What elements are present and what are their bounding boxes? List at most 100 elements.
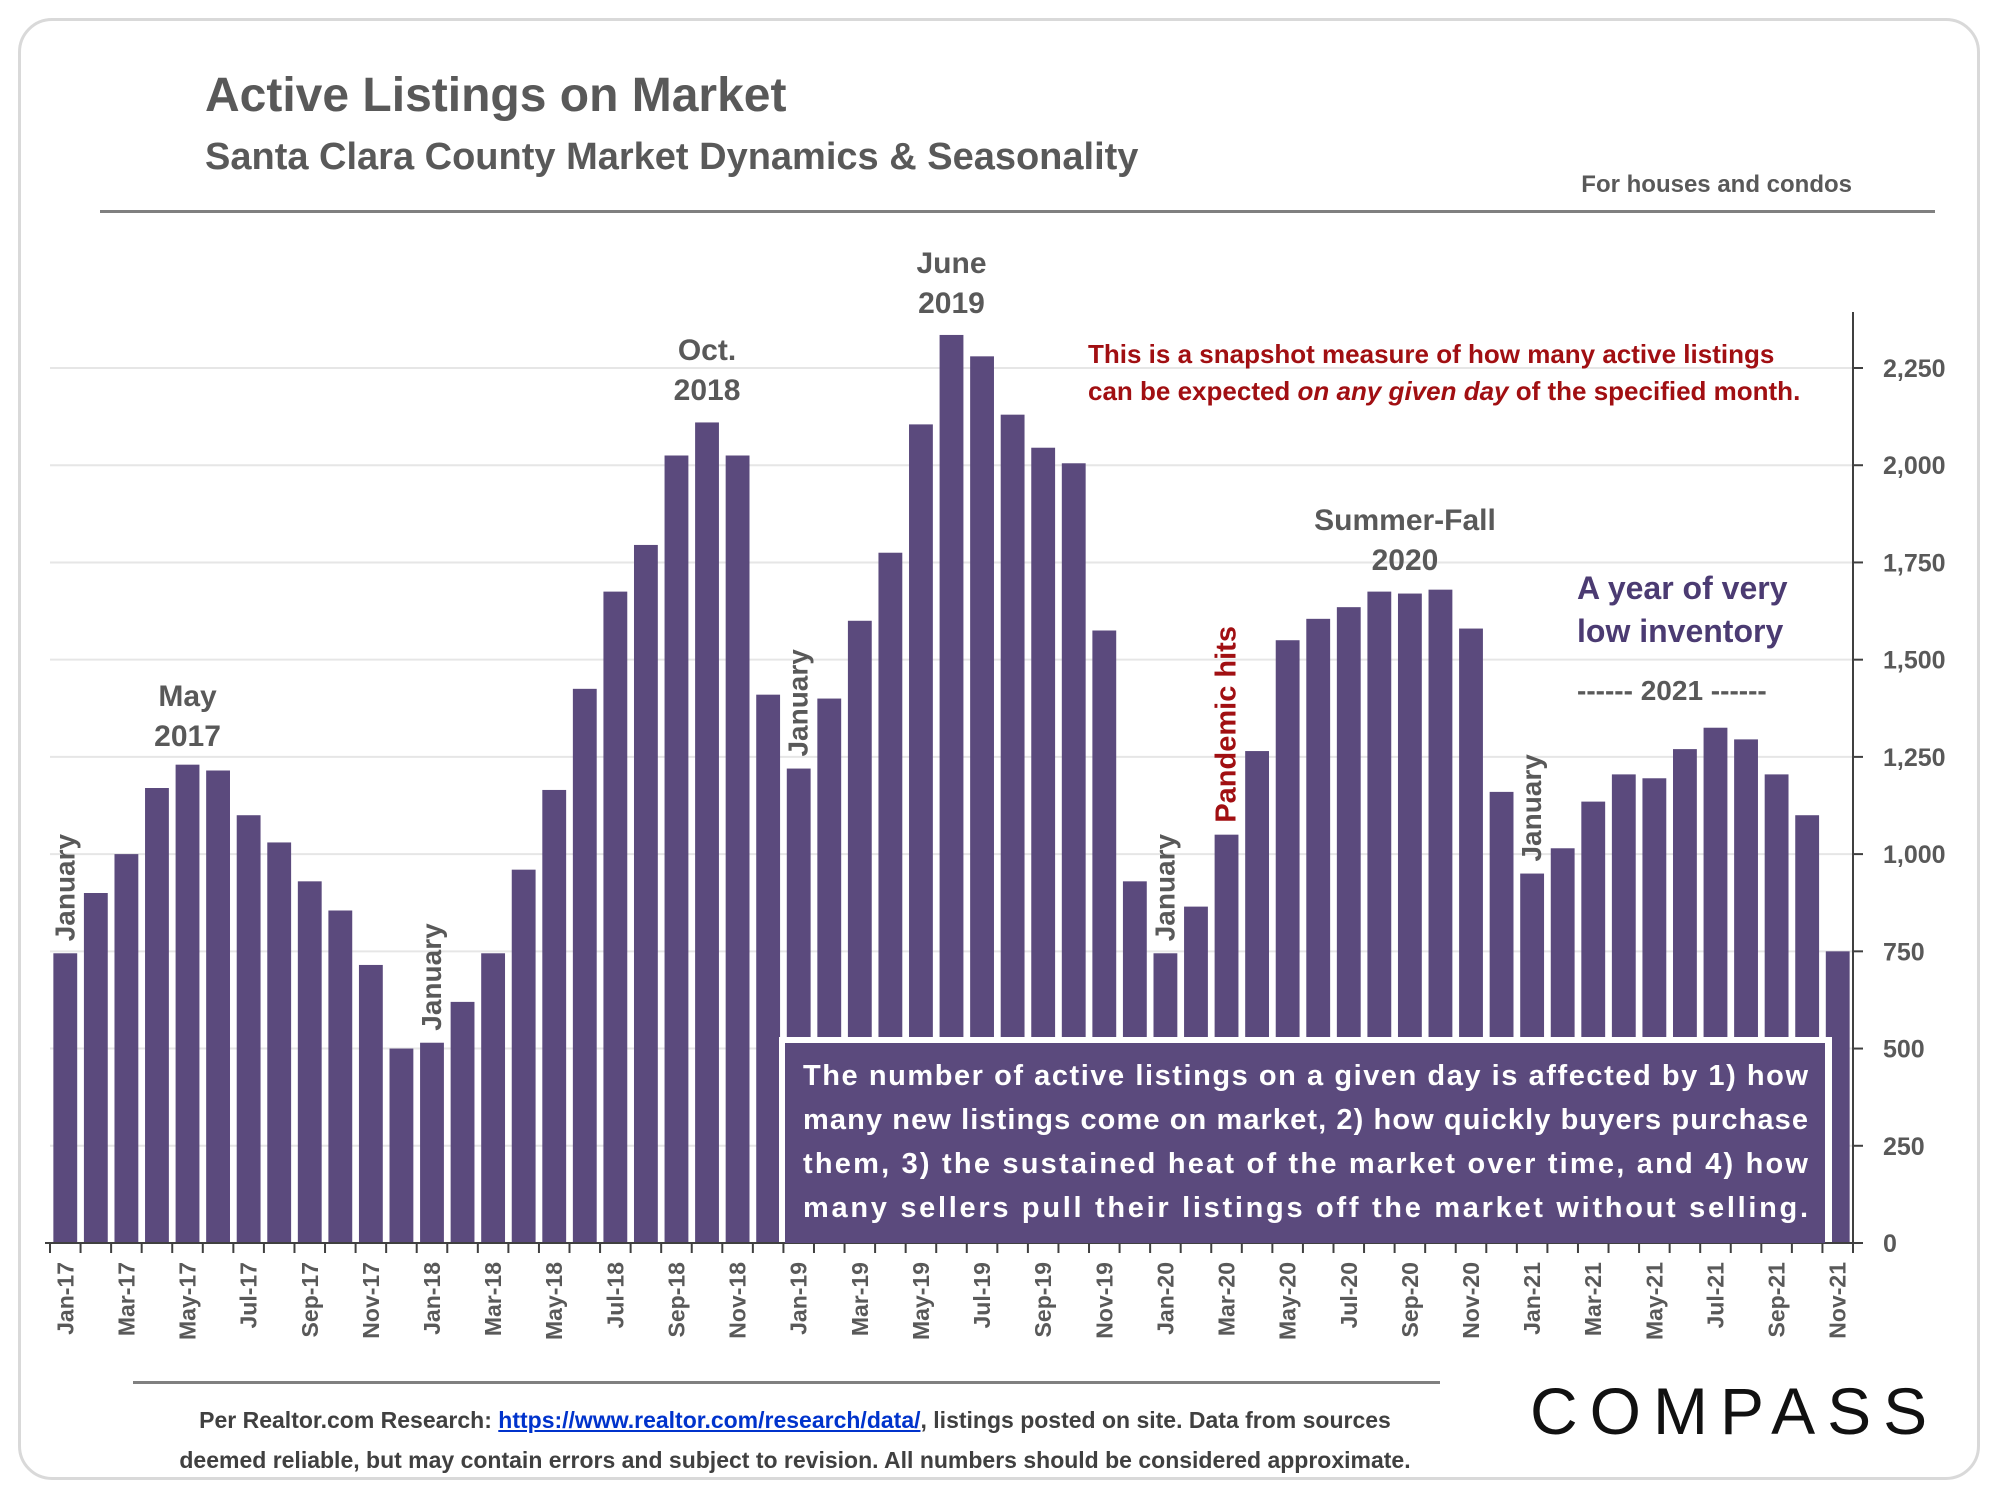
y-tick-label: 500 xyxy=(1883,1036,1925,1064)
bar xyxy=(756,694,781,1243)
x-tick-label: Jul-20 xyxy=(1336,1262,1362,1328)
bar xyxy=(83,893,108,1243)
x-tick-label: May-18 xyxy=(541,1262,567,1340)
compass-logo: COMPASS xyxy=(1530,1374,1940,1448)
scope-note: For houses and condos xyxy=(1581,171,1852,198)
info-box-text: many new listings come on market, 2) how… xyxy=(803,1104,1808,1136)
x-tick-label: Nov-19 xyxy=(1091,1262,1117,1339)
x-tick-label: Sep-21 xyxy=(1764,1262,1790,1338)
y-tick-label: 2,000 xyxy=(1883,452,1946,480)
bar xyxy=(297,881,322,1243)
bar xyxy=(542,789,567,1243)
x-tick-label: Nov-21 xyxy=(1825,1262,1851,1339)
info-box-text: them, 3) the sustained heat of the marke… xyxy=(803,1148,1808,1180)
peak-label-oct-2018: 2018 xyxy=(674,374,741,407)
january-label: January xyxy=(783,649,814,757)
peak-label-may-2017: 2017 xyxy=(154,720,221,753)
x-tick-label: Nov-17 xyxy=(358,1262,384,1339)
x-tick-label: Jan-19 xyxy=(786,1262,812,1335)
x-tick-label: Sep-18 xyxy=(663,1262,689,1338)
y-tick-label: 1,000 xyxy=(1883,841,1946,869)
bar xyxy=(1000,414,1025,1244)
bar xyxy=(145,788,169,1243)
x-tick-label: Sep-17 xyxy=(297,1262,323,1337)
y-tick-label: 1,750 xyxy=(1883,549,1946,577)
y-tick-label: 0 xyxy=(1883,1230,1897,1258)
january-label: January xyxy=(1149,833,1180,941)
header-divider xyxy=(100,210,1935,213)
bar xyxy=(450,1001,475,1243)
snapshot-note: can be expected on any given day of the … xyxy=(1088,376,1800,406)
pandemic-label: Pandemic hits xyxy=(1211,626,1243,823)
peak-label-may-2017: May xyxy=(158,680,217,713)
x-tick-label: Jul-19 xyxy=(969,1262,995,1328)
x-tick-label: May-20 xyxy=(1275,1262,1301,1340)
x-tick-label: Mar-17 xyxy=(113,1262,139,1336)
x-tick-label: Mar-21 xyxy=(1580,1262,1606,1336)
source-suffix: , listings posted on site. Data from sou… xyxy=(920,1407,1391,1433)
bar xyxy=(236,815,261,1243)
x-tick-label: May-21 xyxy=(1641,1262,1667,1340)
peak-label-summer-fall-2020: Summer-Fall xyxy=(1314,504,1496,537)
x-tick-label: Jan-20 xyxy=(1152,1262,1178,1335)
bar xyxy=(328,910,353,1243)
chart-subtitle: Santa Clara County Market Dynamics & Sea… xyxy=(205,136,1139,178)
peak-label-oct-2018: Oct. xyxy=(678,334,736,367)
peak-label-june-2019: June xyxy=(916,247,986,280)
info-box-text: many sellers pull their listings off the… xyxy=(803,1192,1808,1224)
year-2021-label: ------ 2021 ------ xyxy=(1577,675,1767,706)
bar xyxy=(175,764,200,1243)
x-tick-label: Mar-18 xyxy=(480,1262,506,1336)
bar xyxy=(481,953,506,1243)
x-tick-label: Jul-17 xyxy=(236,1262,262,1328)
x-tick-label: Jan-18 xyxy=(419,1262,445,1335)
y-tick-label: 250 xyxy=(1883,1133,1925,1161)
bar xyxy=(664,455,689,1243)
bar xyxy=(114,854,139,1243)
x-tick-label: Nov-20 xyxy=(1458,1262,1484,1339)
x-tick-label: Jul-18 xyxy=(602,1262,628,1329)
bar xyxy=(572,688,597,1243)
source-disclaimer: deemed reliable, but may contain errors … xyxy=(179,1447,1411,1473)
bar xyxy=(358,964,383,1243)
january-label: January xyxy=(1516,754,1547,862)
peak-label-june-2019: 2019 xyxy=(918,287,985,320)
bar xyxy=(695,422,719,1243)
x-tick-label: Mar-20 xyxy=(1214,1262,1240,1336)
source-note: Per Realtor.com Research: https://www.re… xyxy=(130,1400,1460,1480)
bar xyxy=(970,356,994,1243)
peak-label-summer-fall-2020: 2020 xyxy=(1372,544,1439,577)
bar xyxy=(267,842,292,1243)
snapshot-note: This is a snapshot measure of how many a… xyxy=(1088,339,1774,369)
bar xyxy=(420,1042,444,1243)
x-tick-label: Nov-18 xyxy=(725,1262,751,1339)
y-tick-label: 1,500 xyxy=(1883,647,1946,675)
info-box xyxy=(785,1043,1825,1243)
low-inventory-note: low inventory xyxy=(1577,613,1783,649)
bar xyxy=(725,455,750,1243)
january-label: January xyxy=(416,923,447,1031)
x-tick-label: May-17 xyxy=(175,1262,201,1340)
y-tick-label: 2,250 xyxy=(1883,355,1946,383)
x-tick-label: Sep-20 xyxy=(1397,1262,1423,1337)
x-tick-label: Jul-21 xyxy=(1702,1262,1728,1329)
source-prefix: Per Realtor.com Research: xyxy=(199,1407,492,1433)
footer-divider xyxy=(133,1381,1440,1384)
january-label: January xyxy=(49,833,80,941)
bar xyxy=(53,953,78,1243)
bar xyxy=(389,1048,414,1243)
x-tick-label: Jan-17 xyxy=(52,1262,78,1335)
x-tick-label: Mar-19 xyxy=(847,1262,873,1336)
bar xyxy=(939,334,964,1243)
source-link[interactable]: https://www.realtor.com/research/data/ xyxy=(498,1407,921,1433)
bar xyxy=(633,544,658,1243)
low-inventory-note: A year of very xyxy=(1577,570,1788,606)
bar xyxy=(603,591,628,1243)
x-tick-label: Jan-21 xyxy=(1519,1262,1545,1335)
y-tick-label: 750 xyxy=(1883,938,1925,966)
bar xyxy=(511,869,536,1243)
y-tick-label: 1,250 xyxy=(1883,744,1946,772)
x-tick-label: May-19 xyxy=(908,1262,934,1340)
x-tick-label: Sep-19 xyxy=(1030,1262,1056,1337)
